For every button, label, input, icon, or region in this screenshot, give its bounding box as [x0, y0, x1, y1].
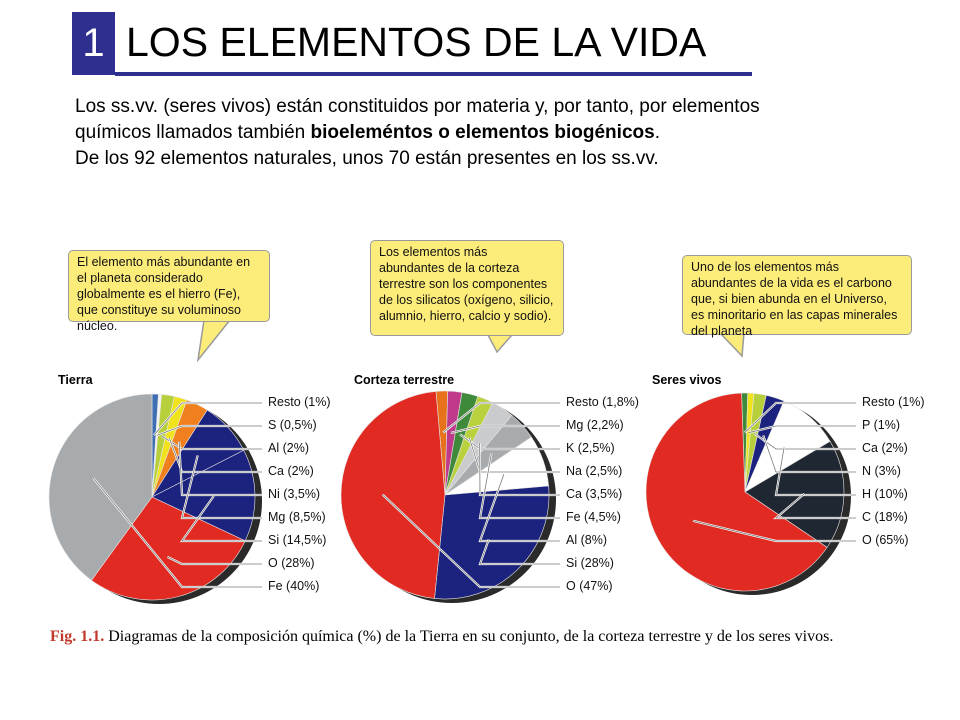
intro-text: Los ss.vv. (seres vivos) están constitui…: [75, 94, 835, 172]
callout-seres-vivos: Uno de los elementos más abundantes de l…: [682, 255, 912, 338]
leader-line-outline-corteza-terrestre-fe: [479, 453, 560, 519]
figure-caption-text: Diagramas de la composición química (%) …: [104, 628, 834, 645]
figure-caption: Fig. 1.1. Diagramas de la composición qu…: [50, 628, 833, 646]
intro-p1-bold: bioeleméntos o elementos biogénicos: [310, 122, 655, 143]
legend-label-tierra-si: Si (14,5%): [268, 533, 327, 547]
title-underline: [115, 72, 752, 76]
legend-label-tierra-s: S (0,5%): [268, 418, 317, 432]
legend-label-corteza-terrestre-na: Na (2,5%): [566, 464, 623, 478]
legend-label-corteza-terrestre-fe: Fe (4,5%): [566, 510, 621, 524]
chart-title-seres-vivos: Seres vivos: [652, 373, 722, 387]
leader-line-outline-corteza-terrestre-resto: [442, 402, 560, 433]
legend-label-seres-vivos-resto: Resto (1%): [862, 395, 925, 409]
leader-line-outline-tierra-ca: [168, 437, 262, 473]
chart-title-corteza: Corteza terrestre: [354, 373, 455, 387]
leader-line-outline-corteza-terrestre-ca: [479, 443, 560, 496]
intro-paragraph-1: Los ss.vv. (seres vivos) están constitui…: [75, 94, 835, 146]
pie-slice-corteza-terrestre-o: [340, 391, 446, 599]
leader-line-outline-seres-vivos-p: [748, 425, 856, 434]
chart-title-tierra: Tierra: [58, 373, 93, 387]
leader-line-outline-seres-vivos-resto: [744, 402, 856, 433]
legend-label-seres-vivos-c: C (18%): [862, 510, 908, 524]
callout-corteza: Los elementos más abundantes de la corte…: [370, 240, 564, 336]
section-number: 1: [72, 12, 115, 75]
leader-line-outline-tierra-resto: [153, 402, 262, 436]
legend-label-corteza-terrestre-al: Al (8%): [566, 533, 607, 547]
legend-label-tierra-ca: Ca (2%): [268, 464, 314, 478]
legend-label-seres-vivos-h: H (10%): [862, 487, 908, 501]
legend-label-corteza-terrestre-mg: Mg (2,2%): [566, 418, 624, 432]
intro-p1-text: Los ss.vv. (seres vivos) están constitui…: [75, 96, 760, 143]
leader-line-outline-tierra-s: [156, 425, 262, 436]
leader-line-outline-seres-vivos-c: [774, 493, 856, 519]
pie-slice-tierra-o: [91, 496, 246, 601]
legend-label-corteza-terrestre-resto: Resto (1,8%): [566, 395, 639, 409]
leader-line-outline-tierra-mg: [181, 455, 262, 519]
leader-line-outline-seres-vivos-n: [762, 435, 856, 473]
page-title: LOS ELEMENTOS DE LA VIDA: [126, 19, 707, 65]
leader-line-outline-corteza-terrestre-mg: [450, 425, 560, 434]
leader-line-outline-tierra-al: [161, 435, 262, 450]
callout-tierra: El elemento más abundante en el planeta …: [68, 250, 270, 333]
figure-label: Fig. 1.1.: [50, 628, 105, 645]
legend-label-corteza-terrestre-ca: Ca (3,5%): [566, 487, 623, 501]
leader-line-outline-tierra-fe: [92, 477, 262, 588]
leader-line-outline-tierra-si: [181, 495, 262, 542]
leader-line-outline-tierra-ni: [178, 441, 262, 496]
leader-line-outline-seres-vivos-h: [775, 447, 856, 496]
intro-paragraph-2: De los 92 elementos naturales, unos 70 e…: [75, 148, 659, 169]
leader-line-outline-corteza-terrestre-o: [382, 494, 560, 588]
leader-line-outline-tierra-o: [167, 556, 262, 565]
legend-label-seres-vivos-p: P (1%): [862, 418, 900, 432]
leader-line-outline-seres-vivos-o: [692, 520, 856, 542]
legend-label-tierra-al: Al (2%): [268, 441, 309, 455]
leader-line-outline-corteza-terrestre-al: [479, 474, 560, 542]
legend-label-tierra-mg: Mg (8,5%): [268, 510, 326, 524]
legend-label-corteza-terrestre-o: O (47%): [566, 579, 613, 593]
legend-label-tierra-o: O (28%): [268, 556, 315, 570]
legend-label-tierra-resto: Resto (1%): [268, 395, 331, 409]
legend-label-seres-vivos-n: N (3%): [862, 464, 901, 478]
pie-slice-corteza-terrestre-si: [434, 485, 550, 600]
legend-label-corteza-terrestre-si: Si (28%): [566, 556, 614, 570]
legend-label-corteza-terrestre-k: K (2,5%): [566, 441, 615, 455]
leader-line-outline-seres-vivos-ca: [753, 432, 856, 450]
legend-label-seres-vivos-ca: Ca (2%): [862, 441, 908, 455]
legend-label-seres-vivos-o: O (65%): [862, 533, 909, 547]
legend-label-tierra-ni: Ni (3,5%): [268, 487, 321, 501]
legend-label-tierra-fe: Fe (40%): [268, 579, 320, 593]
leader-line-outline-corteza-terrestre-si: [479, 539, 560, 565]
intro-p1-end: .: [654, 122, 660, 143]
